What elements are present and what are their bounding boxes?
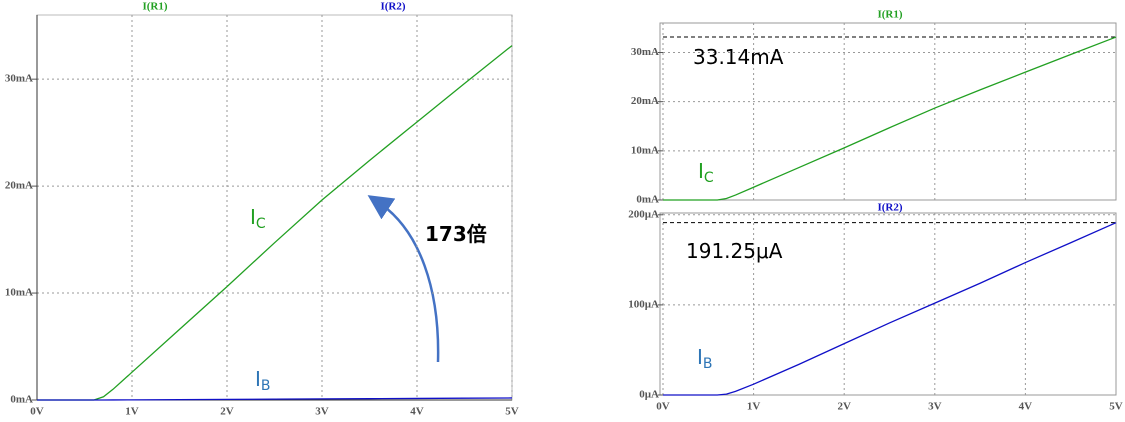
annotation-text: I xyxy=(255,367,261,391)
series-name: I(R1) xyxy=(877,9,902,21)
series-line xyxy=(663,222,1117,396)
annotation: IC xyxy=(698,159,714,187)
y-tick-label: 200µA xyxy=(628,208,659,220)
series-name: I(R1) xyxy=(142,1,167,13)
annotation-subscript: C xyxy=(256,216,266,232)
arrow xyxy=(367,195,440,363)
annotation: 33.14mA xyxy=(693,45,784,69)
annotation: IB xyxy=(697,345,713,373)
x-tick-label: 1V xyxy=(747,401,761,413)
annotation-subscript: B xyxy=(703,356,713,372)
y-tick-label: 20mA xyxy=(5,180,33,192)
annotation-text: I xyxy=(698,159,704,183)
x-tick-label: 3V xyxy=(928,401,942,413)
x-tick-label: 2V xyxy=(220,406,234,418)
x-tick-label: 2V xyxy=(837,401,851,413)
annotation-subscript: C xyxy=(704,170,714,186)
y-tick-label: 30mA xyxy=(631,46,659,58)
series-line xyxy=(37,397,513,401)
annotation: 173倍 xyxy=(425,222,487,246)
x-tick-label: 1V xyxy=(125,406,139,418)
y-tick-label: 0mA xyxy=(636,194,659,206)
y-tick-label: 0mA xyxy=(10,394,33,406)
annotation: 191.25μA xyxy=(686,239,783,263)
y-tick-label: 30mA xyxy=(5,73,33,85)
annotation-text: 191.25μA xyxy=(686,239,783,263)
annotation-subscript: B xyxy=(261,378,271,394)
annotation-text: I xyxy=(697,345,703,369)
annotation-text: 173倍 xyxy=(425,222,487,246)
x-tick-label: 5V xyxy=(1109,401,1123,413)
plot-frame xyxy=(36,14,513,401)
annotation-text: 33.14mA xyxy=(693,45,784,69)
annotation: IC xyxy=(250,205,266,233)
annotation: IB xyxy=(255,367,271,395)
y-tick-label: 100µA xyxy=(628,298,659,310)
y-tick-label: 10mA xyxy=(5,287,33,299)
annotation-text: I xyxy=(250,205,256,229)
x-tick-label: 0V xyxy=(656,401,670,413)
series-line xyxy=(663,36,1117,201)
x-tick-label: 4V xyxy=(1019,401,1033,413)
x-tick-label: 5V xyxy=(505,406,519,418)
y-tick-label: 20mA xyxy=(631,95,659,107)
y-tick-label: 0µA xyxy=(639,389,659,401)
x-tick-label: 4V xyxy=(410,406,424,418)
x-tick-label: 3V xyxy=(315,406,329,418)
x-tick-label: 0V xyxy=(30,406,44,418)
series-name: I(R2) xyxy=(877,202,902,214)
series-name: I(R2) xyxy=(380,1,405,13)
y-tick-label: 10mA xyxy=(631,144,659,156)
